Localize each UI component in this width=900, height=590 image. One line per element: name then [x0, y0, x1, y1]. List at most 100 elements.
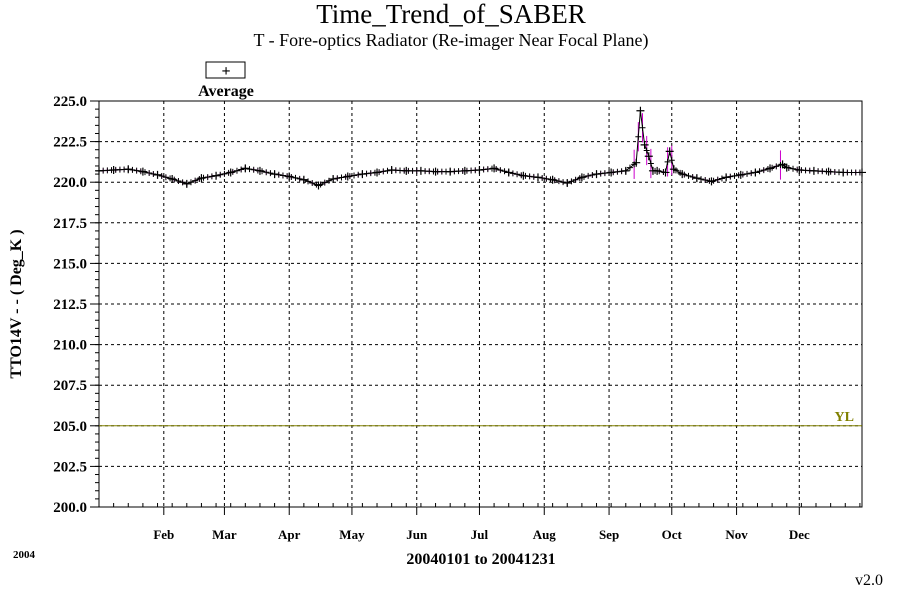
data-point-key: [270, 170, 279, 179]
data-point-key: [431, 167, 440, 176]
legend-label: Average: [198, 83, 254, 100]
data-point-key: [138, 167, 147, 176]
data-point: [217, 171, 224, 178]
data-point-key: [358, 170, 367, 179]
y-tick-label: 205.0: [53, 419, 87, 435]
data-point: [744, 170, 751, 177]
data-point: [250, 166, 257, 173]
data-point: [351, 172, 358, 179]
data-point-key: [577, 173, 586, 182]
data-point: [756, 168, 763, 175]
x-tick-label: Mar: [212, 527, 237, 542]
data-point-key: [329, 174, 338, 183]
x-tick-label: Oct: [662, 527, 683, 542]
data-point-key: [782, 163, 791, 172]
y-tick-label: 222.5: [53, 135, 87, 151]
data-point-key: [314, 181, 323, 190]
data-point-key: [607, 168, 616, 177]
data-point: [158, 173, 165, 180]
data-point: [279, 172, 286, 179]
data-point: [635, 133, 642, 140]
data-point: [146, 170, 153, 177]
data-point-key: [563, 179, 572, 188]
data-point-key: [255, 166, 264, 175]
data-point: [296, 175, 303, 182]
data-point: [221, 170, 228, 177]
data-point-key: [824, 167, 833, 176]
grid-lines: [99, 101, 862, 507]
data-point: [179, 179, 186, 186]
data-point: [384, 167, 391, 174]
y-tick-label: 220.0: [53, 175, 87, 191]
x-tick-label: Sep: [599, 527, 619, 542]
y-axis: 200.0 202.5 205.0 207.5 210.0 212.5 215.0 217.5…: [53, 94, 99, 516]
data-point: [175, 178, 182, 185]
data-point-key: [299, 175, 308, 184]
legend: + Average: [198, 61, 254, 100]
data-point-key: [632, 158, 641, 167]
data-point: [305, 178, 312, 185]
x-tick-label: Apr: [278, 527, 301, 542]
data-point: [334, 175, 341, 182]
data-point: [187, 179, 194, 186]
data-point-key: [402, 166, 411, 175]
data-point-key: [416, 166, 425, 175]
data-point-key: [839, 168, 848, 177]
x-tick-label: Dec: [789, 527, 810, 542]
data-point: [501, 168, 508, 175]
data-point: [643, 147, 650, 154]
limit-line-group: YL: [99, 410, 862, 427]
x-tick-label: Jun: [406, 527, 428, 542]
data-point-key: [373, 168, 382, 177]
year-label: 2004: [13, 549, 36, 561]
data-point: [647, 160, 654, 167]
data-point: [664, 158, 671, 165]
data-point: [560, 179, 567, 186]
data-point: [585, 172, 592, 179]
data-point-key: [858, 168, 866, 177]
data-point-key: [640, 140, 649, 149]
data-point-key: [124, 165, 133, 174]
data-point: [773, 163, 780, 170]
y-tick-label: 225.0: [53, 94, 87, 110]
data-point: [309, 180, 316, 187]
data-point-key: [168, 174, 177, 183]
legend-marker-box: [205, 61, 246, 79]
data-point-key: [778, 160, 787, 169]
data-point: [748, 170, 755, 177]
data-point: [790, 165, 797, 172]
data-point-key: [653, 166, 662, 175]
y-tick-label: 210.0: [53, 338, 87, 354]
data-point: [543, 175, 550, 182]
data-point: [150, 170, 157, 177]
data-point: [380, 168, 387, 175]
data-point-key: [226, 168, 235, 177]
data-point: [321, 179, 328, 186]
data-point: [497, 167, 504, 174]
version-label: v2.0: [855, 572, 883, 589]
data-point-key: [446, 167, 455, 176]
data-point-key: [692, 174, 701, 183]
y-tick-label: 217.5: [53, 216, 87, 232]
y-tick-label: 202.5: [53, 459, 87, 475]
data-point-key: [736, 170, 745, 179]
data-point-key: [707, 177, 716, 186]
data-point-key: [241, 164, 250, 173]
data-point: [325, 177, 332, 184]
data-point-key: [109, 166, 118, 175]
data-point: [702, 176, 709, 183]
legend-marker-symbol: +: [221, 63, 230, 80]
data-point-key: [504, 168, 513, 177]
data-point: [685, 172, 692, 179]
data-point-key: [665, 147, 674, 156]
data-point-key: [636, 106, 645, 115]
data-point: [355, 171, 362, 178]
data-point-key: [460, 166, 469, 175]
data-point: [539, 175, 546, 182]
data-point: [626, 164, 633, 171]
data-point: [133, 167, 140, 174]
data-point: [204, 174, 211, 181]
data-point-key: [766, 164, 775, 173]
data-point-key: [490, 164, 499, 173]
